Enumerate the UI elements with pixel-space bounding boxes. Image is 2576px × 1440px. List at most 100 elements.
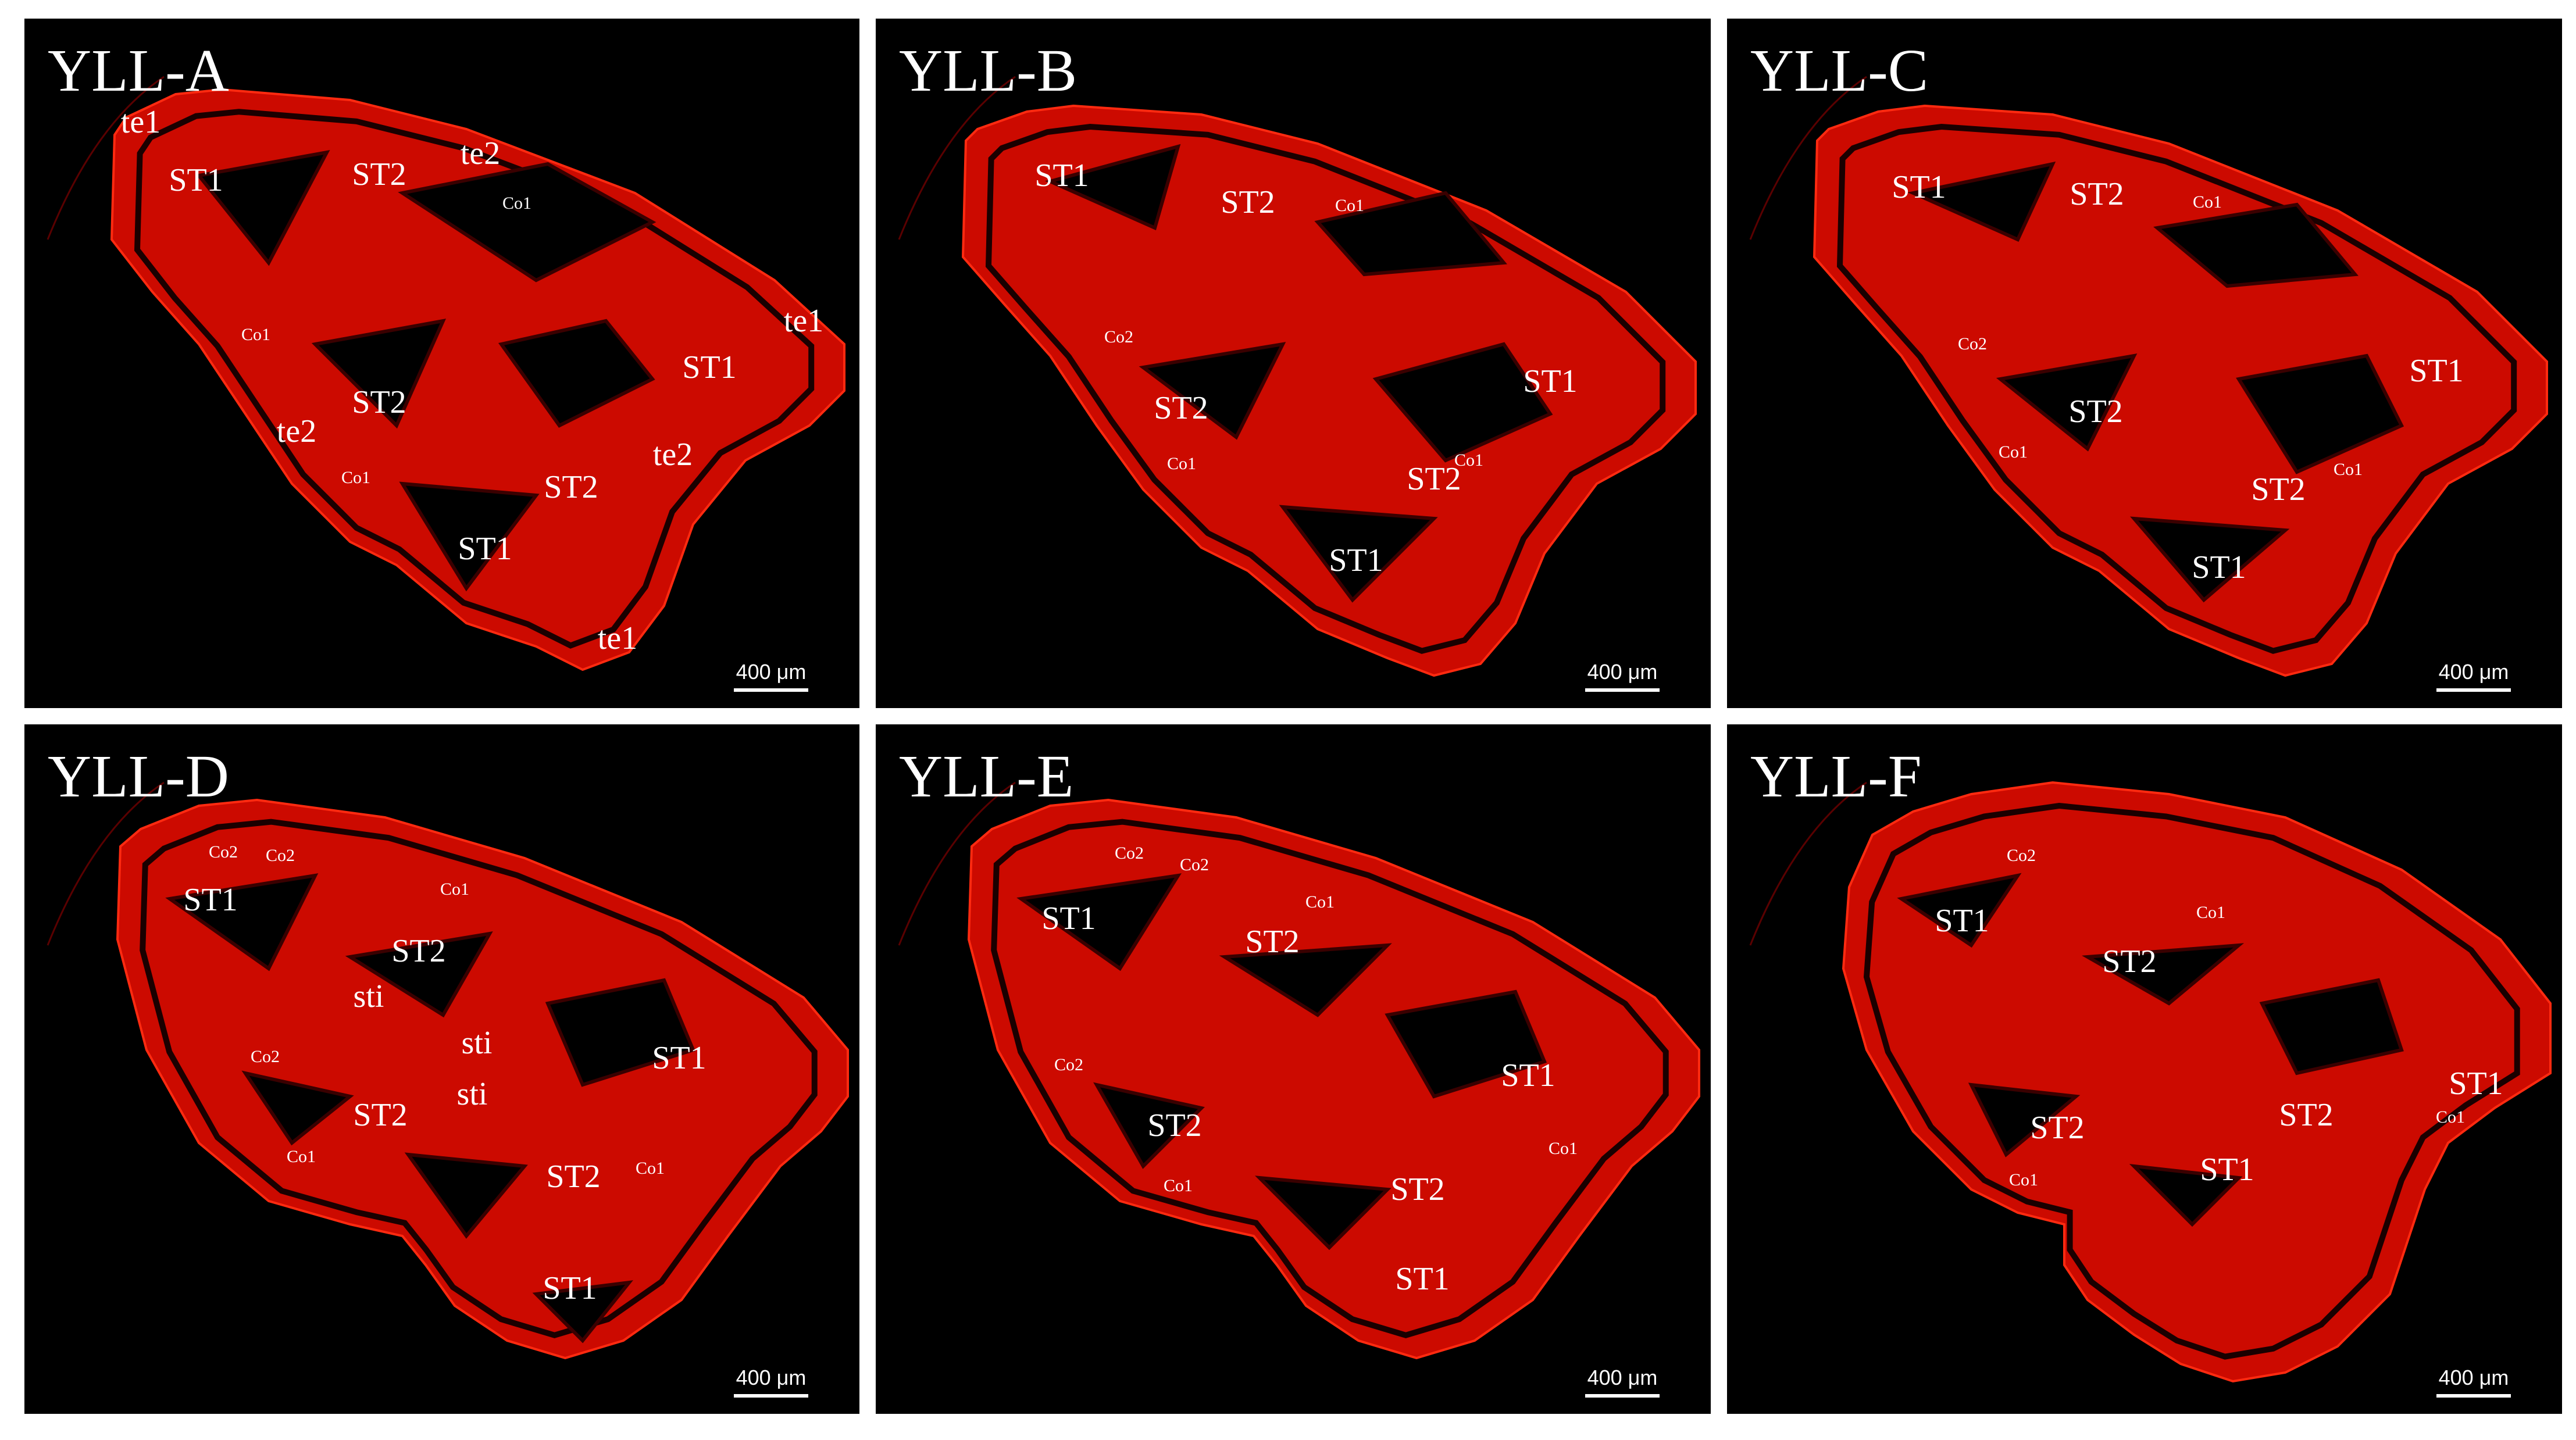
- lumen-space: [1996, 353, 2138, 452]
- structure-label: te2: [460, 135, 501, 171]
- structure-label: ST2: [1154, 390, 1208, 426]
- scale-bar-line: [1585, 688, 1660, 692]
- structure-label: ST2: [2070, 176, 2124, 212]
- structure-label: ST1: [1523, 363, 1578, 399]
- panel-a: YLL-A te1 ST1 ST2 te2 Co1 Co1 te1 ST2 ST1 te2 Co1 te…: [24, 19, 859, 708]
- structure-label: Co2: [1104, 327, 1134, 346]
- scale-bar: 400 μm: [734, 1367, 808, 1398]
- lumen-space: [1255, 1175, 1392, 1250]
- panel-title: YLL-A: [48, 37, 229, 104]
- lumen-space: [1279, 505, 1438, 603]
- tissue-inner-band: [140, 819, 818, 1339]
- structure-label: ST1: [682, 349, 737, 385]
- structure-label: ST2: [2251, 471, 2306, 508]
- structure-label: ST2: [1245, 924, 1300, 960]
- section-edge-arc: [898, 781, 1016, 946]
- lumen-space: [532, 1280, 633, 1343]
- structure-label: Co1: [1998, 442, 2028, 462]
- lumen-space: [2082, 943, 2245, 1006]
- lumen-space: [404, 1152, 528, 1239]
- scale-bar-label: 400 μm: [2438, 660, 2509, 684]
- panel-c: YLL-C ST1 ST2 Co1 Co2 ST2 ST1 Co1 ST2 Co1 ST1 400 μ…: [1727, 19, 2562, 708]
- structure-label: Co1: [341, 468, 371, 487]
- lumen-space: [2236, 353, 2404, 474]
- structure-label: ST1: [183, 882, 238, 918]
- structure-label: Co2: [208, 842, 238, 862]
- panel-title: YLL-E: [899, 743, 1074, 810]
- structure-label: Co2: [2006, 846, 2036, 865]
- scale-bar-label: 400 μm: [736, 660, 807, 684]
- structure-label: te1: [597, 620, 638, 656]
- structure-label: Co1: [1454, 451, 1484, 470]
- structure-label: ST1: [1395, 1261, 1450, 1297]
- scale-bar-line: [734, 1394, 808, 1398]
- structure-label: ST1: [2409, 353, 2464, 389]
- lumen-space: [498, 319, 655, 428]
- scale-bar-label: 400 μm: [2438, 1366, 2509, 1389]
- panel-title: YLL-D: [48, 743, 229, 810]
- scale-bar-line: [734, 688, 808, 692]
- lumen-space: [1314, 191, 1507, 277]
- scale-bar-label: 400 μm: [736, 1366, 807, 1389]
- structure-label: ST2: [2279, 1097, 2334, 1133]
- lumen-space: [1093, 1082, 1205, 1169]
- structure-label: sti: [456, 1076, 488, 1112]
- structure-label: ST1: [543, 1270, 597, 1306]
- tissue-inner-band: [1836, 123, 2517, 654]
- structure-label: Co2: [1179, 855, 1209, 874]
- structure-label: sti: [461, 1025, 493, 1061]
- section-edge-arc: [898, 76, 1016, 240]
- structure-label: Co1: [502, 194, 532, 213]
- lumen-space: [311, 319, 447, 429]
- lumen-space: [399, 481, 540, 592]
- lumen-space: [165, 873, 319, 971]
- lumen-space: [1372, 342, 1553, 463]
- structure-label: ST2: [1407, 461, 1461, 497]
- panel-title: YLL-C: [1750, 37, 1929, 104]
- scale-bar: 400 μm: [2436, 1367, 2511, 1398]
- structure-label: ST1: [2200, 1152, 2254, 1188]
- structure-label: ST1: [2449, 1066, 2503, 1102]
- scale-bar-label: 400 μm: [1587, 1366, 1658, 1389]
- lumen-space: [2259, 978, 2404, 1075]
- structure-label: te2: [276, 413, 317, 449]
- lumen-space: [1219, 943, 1392, 1017]
- scale-bar-label: 400 μm: [1587, 660, 1658, 684]
- panel-d: YLL-D Co2 Co2 ST1 Co1 ST2 sti sti Co2 ST1 sti ST2 Co…: [24, 724, 859, 1414]
- tissue-inner-band: [991, 819, 1669, 1339]
- structure-label: ST2: [353, 1097, 408, 1133]
- tissue-section-image: [898, 76, 1697, 677]
- structure-label: ST2: [1390, 1171, 1445, 1207]
- structure-label: Co1: [440, 880, 470, 899]
- structure-label: Co1: [2008, 1170, 2039, 1189]
- tissue-section-image: [1749, 781, 2552, 1383]
- panel-title: YLL-F: [1750, 743, 1922, 810]
- tissue-section-image: [47, 76, 845, 671]
- structure-label: ST2: [1221, 184, 1275, 220]
- scale-bar-line: [2436, 688, 2511, 692]
- structure-label: Co1: [2435, 1107, 2466, 1127]
- structure-label: Co2: [1054, 1055, 1084, 1074]
- structure-label: ST2: [2068, 394, 2123, 430]
- structure-label: Co1: [241, 325, 271, 344]
- structure-label: Co1: [635, 1159, 665, 1178]
- tissue-inner-band: [1863, 802, 2520, 1360]
- structure-label: ST2: [352, 384, 406, 420]
- tissue-outline: [967, 798, 1700, 1360]
- structure-label: Co1: [1166, 454, 1197, 473]
- tissue-section-image: [898, 781, 1700, 1360]
- lumen-space: [1385, 989, 1547, 1099]
- structure-label: ST1: [1892, 169, 1946, 205]
- structure-label: te1: [120, 104, 161, 140]
- lumen-space: [1897, 873, 2022, 948]
- scale-bar: 400 μm: [734, 662, 808, 692]
- section-edge-arc: [1749, 781, 1867, 946]
- lumen-space: [1016, 873, 1182, 971]
- lumen-space: [1968, 1082, 2081, 1157]
- structure-label: ST1: [1329, 542, 1383, 578]
- structure-label: ST1: [1034, 158, 1089, 194]
- section-edge-arc: [47, 76, 165, 240]
- structure-label: ST2: [544, 469, 598, 505]
- structure-label: ST1: [169, 162, 223, 198]
- structure-label: ST1: [1501, 1057, 1555, 1094]
